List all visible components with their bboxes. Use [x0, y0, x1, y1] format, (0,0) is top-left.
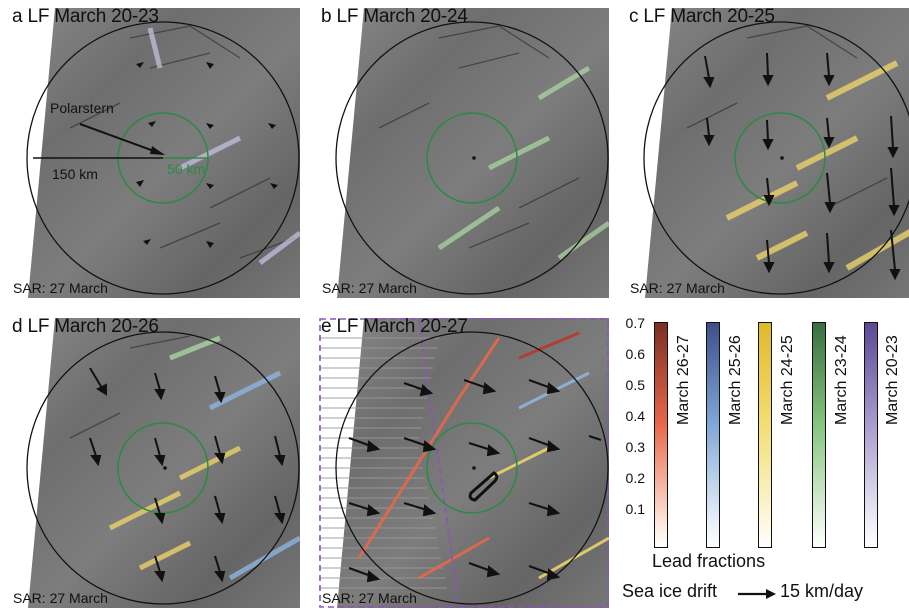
tick-label: 0.7 — [625, 315, 645, 331]
outer-radius-label: 150 km — [52, 166, 98, 182]
panel-e-title: e LF March 20-27 — [321, 318, 468, 337]
sar-map-b — [319, 8, 609, 298]
colorbar-march-23-24 — [812, 322, 826, 548]
colorbar-march-26-27 — [654, 322, 668, 548]
lead-fractions-label: Lead fractions — [652, 551, 766, 571]
map-panel-c: c LF March 20-25 SAR: 27 March — [627, 8, 909, 298]
tick-label: 0.2 — [625, 470, 645, 486]
colorbar-label: March 25-26 — [727, 335, 744, 425]
map-panel-a: a LF March 20-23 Polarstern 150 km 50 km… — [10, 8, 300, 298]
tick-label: 0.6 — [625, 346, 645, 362]
panel-a-sar-label: SAR: 27 March — [13, 280, 108, 296]
map-panel-e: e LF March 20-27 SAR: 27 March — [319, 318, 609, 608]
tick-label: 0.4 — [625, 408, 645, 424]
colorbar-march-24-25 — [758, 322, 772, 548]
panel-b-title: b LF March 20-24 — [321, 8, 468, 27]
colorbar-march-20-23 — [864, 322, 878, 548]
panel-e-sar-label: SAR: 27 March — [322, 590, 417, 606]
colorbar-march-25-26 — [706, 322, 720, 548]
panel-c-title: c LF March 20-25 — [629, 8, 775, 27]
polarstern-label: Polarstern — [50, 100, 114, 116]
panel-c-sar-label: SAR: 27 March — [630, 280, 725, 296]
panel-a-title: a LF March 20-23 — [12, 8, 159, 27]
colorbar-label: March 20-23 — [884, 335, 901, 425]
tick-label: 0.5 — [625, 377, 645, 393]
sea-ice-drift-label: Sea ice drift — [622, 581, 718, 601]
sar-map-a — [10, 8, 300, 298]
panel-d-title: d LF March 20-26 — [12, 318, 159, 337]
map-panel-b: b LF March 20-24 SAR: 27 March — [319, 8, 609, 298]
sar-map-d — [10, 318, 300, 608]
sar-map-c — [627, 8, 909, 298]
drift-arrow-icon — [738, 589, 776, 599]
panel-d-sar-label: SAR: 27 March — [13, 590, 108, 606]
tick-label: 0.1 — [625, 501, 645, 517]
legend: 0.7 0.6 0.5 0.4 0.3 0.2 0.1 March 26-27 … — [622, 315, 909, 610]
map-panel-d: d LF March 20-26 SAR: 27 March — [10, 318, 300, 608]
inner-radius-label: 50 km — [167, 161, 206, 177]
sar-map-e — [319, 318, 609, 608]
colorbar-label: March 23-24 — [833, 335, 850, 425]
drift-scale-label: 15 km/day — [780, 581, 864, 601]
panel-b-sar-label: SAR: 27 March — [322, 280, 417, 296]
tick-label: 0.3 — [625, 439, 645, 455]
colorbar-label: March 26-27 — [675, 335, 692, 425]
colorbar-label: March 24-25 — [779, 335, 796, 425]
